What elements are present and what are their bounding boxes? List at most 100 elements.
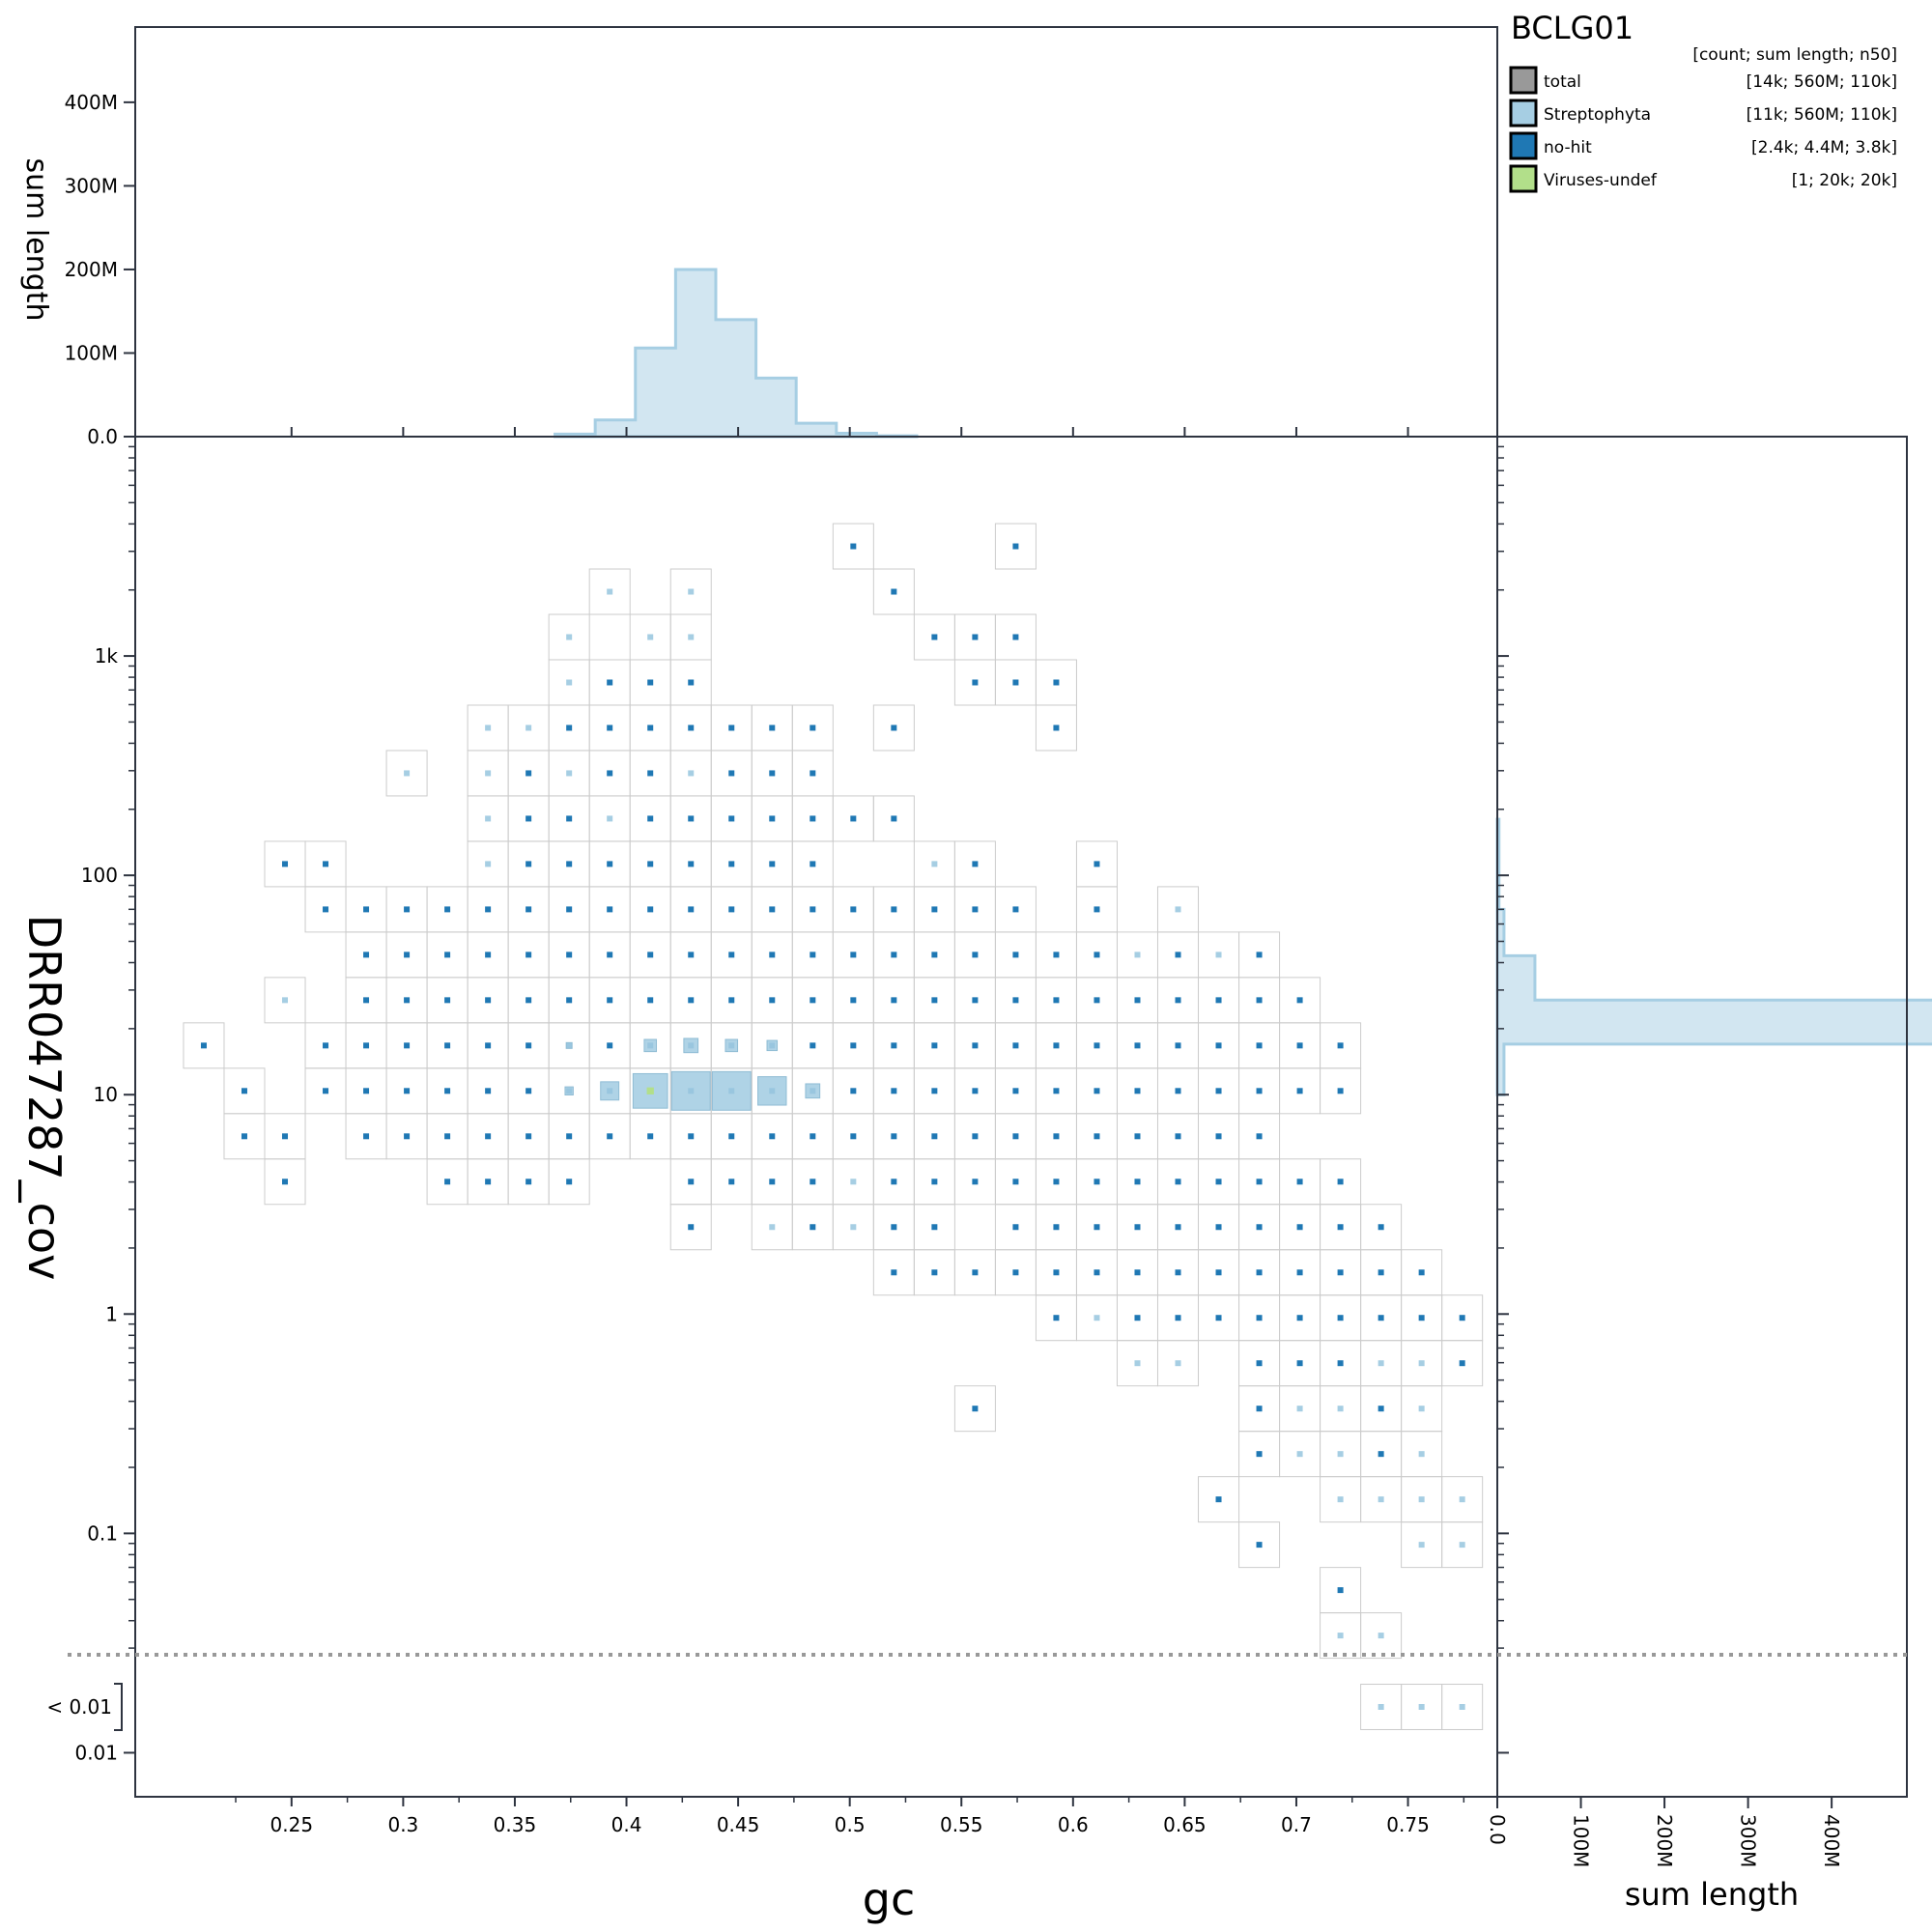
bin-point	[931, 1224, 938, 1231]
bin-point	[972, 861, 979, 867]
bin-point	[769, 724, 776, 731]
top-hist-tick-label: 200M	[65, 258, 118, 281]
bin-point	[1134, 1088, 1141, 1094]
bin-outline	[994, 523, 1037, 570]
bin-point	[1175, 1088, 1181, 1094]
bin-point	[1134, 1224, 1141, 1231]
bin-point	[1053, 679, 1060, 686]
bin-point	[810, 1224, 816, 1231]
bin-point	[1094, 1042, 1100, 1049]
bin-point	[891, 997, 897, 1004]
bin-point	[1256, 1088, 1263, 1094]
bin-point	[526, 1133, 532, 1140]
x-tick-label: 0.5	[835, 1813, 866, 1836]
bin-point-large	[565, 1041, 573, 1049]
bin-point	[1378, 1360, 1384, 1367]
right-hist-area	[1495, 817, 1932, 1096]
bin-point	[607, 770, 613, 777]
bin-point	[241, 1088, 247, 1094]
legend-header: [count; sum length; n50]	[1692, 45, 1897, 65]
bin-point	[972, 1133, 979, 1140]
y-tick-label: 0.01	[74, 1741, 118, 1764]
bin-point	[810, 770, 816, 777]
bin-point	[850, 543, 857, 550]
bin-point	[1053, 724, 1060, 731]
bin-point	[1094, 1224, 1100, 1231]
bin-point	[1134, 1315, 1141, 1321]
bin-point	[972, 634, 979, 640]
bin-point	[728, 724, 735, 731]
right-hist-axis-label: sum length	[1625, 1876, 1799, 1913]
bin-point	[1053, 952, 1060, 958]
bin-point	[850, 1042, 857, 1049]
bin-point	[1296, 997, 1303, 1004]
bin-point	[1296, 1360, 1303, 1367]
bin-point	[688, 952, 695, 958]
bin-point	[1094, 861, 1100, 867]
bin-outline	[548, 1158, 590, 1206]
bin-point	[1053, 1315, 1060, 1321]
bin-point	[1256, 1315, 1263, 1321]
bin-point	[931, 1179, 938, 1185]
bin-point	[1215, 952, 1222, 958]
bin-point	[728, 770, 735, 777]
right-histogram	[1495, 817, 1932, 1096]
bin-point	[1459, 1542, 1465, 1548]
bin-point	[1378, 1406, 1384, 1412]
bin-point	[810, 906, 816, 913]
bin-point	[1053, 1133, 1060, 1140]
legend-entry-name: Viruses-undef	[1544, 171, 1658, 190]
bin-point	[444, 952, 451, 958]
right-hist-tick-label: 100M	[1570, 1814, 1593, 1867]
bin-point	[282, 997, 289, 1004]
bin-point	[485, 724, 492, 731]
bin-point	[1175, 1224, 1181, 1231]
bin-point	[526, 1042, 532, 1049]
bin-point	[1215, 1179, 1222, 1185]
bin-point	[1418, 1451, 1425, 1458]
top-hist-tick-label: 0.0	[87, 425, 118, 448]
y-tick-label: 0.1	[87, 1521, 118, 1545]
bin-point	[363, 1042, 370, 1049]
bin-point	[526, 861, 532, 867]
bin-point	[1094, 1133, 1100, 1140]
legend-swatch	[1509, 164, 1538, 193]
bin-point	[850, 1088, 857, 1094]
top-hist-tick-label: 300M	[65, 174, 118, 197]
bin-outline	[385, 750, 428, 797]
bin-point	[323, 861, 329, 867]
bin-point	[485, 997, 492, 1004]
bin-point	[931, 1042, 938, 1049]
bin-outline	[1156, 1340, 1200, 1387]
bin-point	[607, 906, 613, 913]
bin-point	[688, 815, 695, 822]
x-tick-label: 0.45	[717, 1813, 760, 1836]
bin-point	[1215, 1133, 1222, 1140]
bin-point	[647, 634, 654, 640]
bin-point	[607, 1133, 613, 1140]
bin-point	[1175, 1133, 1181, 1140]
bin-outline	[1320, 1067, 1362, 1115]
bin-point	[891, 1042, 897, 1049]
bin-point	[485, 1133, 492, 1140]
bin-point	[972, 1406, 979, 1412]
bin-point	[1378, 1224, 1384, 1231]
bin-point	[931, 906, 938, 913]
bin-point	[647, 724, 654, 731]
bin-point	[607, 861, 613, 867]
bin-point	[241, 1133, 247, 1140]
bin-outline	[1238, 1521, 1281, 1569]
bin-point	[850, 952, 857, 958]
bin-point	[891, 588, 897, 595]
bin-outline	[588, 568, 631, 615]
bin-point	[485, 952, 492, 958]
bin-point	[1296, 1042, 1303, 1049]
bin-point	[1459, 1360, 1465, 1367]
bin-point	[931, 861, 938, 867]
bin-point	[1012, 1224, 1019, 1231]
bin-point-large	[757, 1076, 787, 1106]
bin-point	[444, 1088, 451, 1094]
bin-point	[1012, 1042, 1019, 1049]
bin-outline	[264, 1158, 306, 1206]
x-tick-label: 0.3	[387, 1813, 418, 1836]
